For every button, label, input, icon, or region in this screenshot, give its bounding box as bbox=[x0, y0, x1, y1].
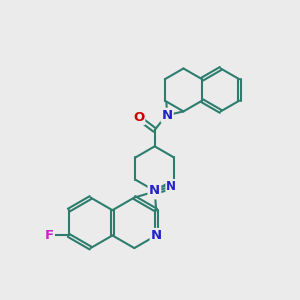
Text: F: F bbox=[45, 229, 54, 242]
Text: N: N bbox=[166, 180, 176, 193]
Text: O: O bbox=[133, 111, 144, 124]
Text: C: C bbox=[148, 185, 157, 199]
Text: N: N bbox=[149, 184, 160, 197]
Text: N: N bbox=[151, 229, 162, 242]
Text: N: N bbox=[162, 109, 173, 122]
